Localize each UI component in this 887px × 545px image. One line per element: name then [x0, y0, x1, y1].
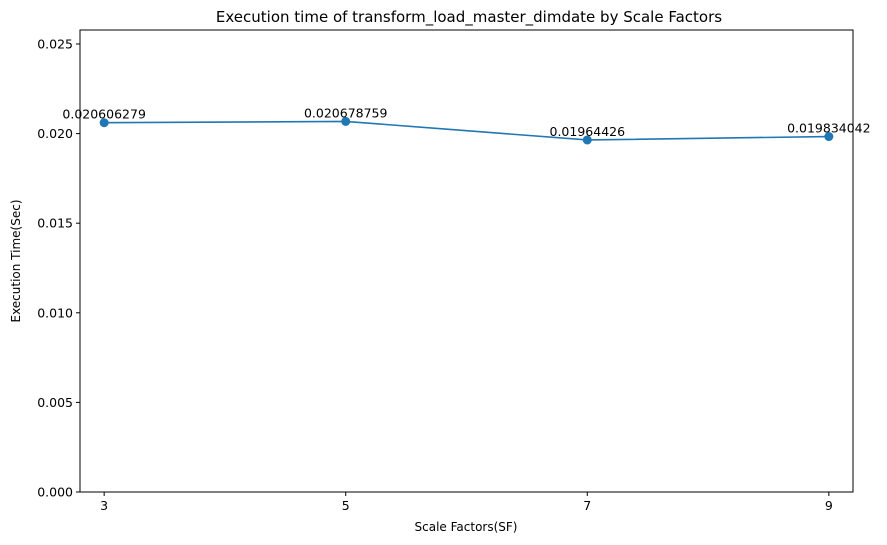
x-tick-label: 9: [825, 498, 833, 513]
y-tick-label: 0.015: [37, 216, 73, 231]
data-point: [341, 116, 351, 126]
plot-area-frame: [79, 29, 854, 493]
data-point-label: 0.019834042: [787, 121, 871, 136]
y-tick-label: 0.025: [37, 36, 73, 51]
data-labels: 0.020606279 0.020678759 0.01964426 0.019834…: [62, 105, 870, 139]
y-tick-label: 0.010: [37, 305, 73, 320]
data-point: [824, 132, 834, 142]
y-tick-label: 0.005: [37, 395, 73, 410]
data-point-label: 0.01964426: [550, 124, 626, 139]
chart-title: Execution time of transform_load_master_…: [216, 8, 722, 27]
x-tick-label: 5: [342, 498, 350, 513]
data-point: [582, 135, 592, 145]
data-point-label: 0.020678759: [304, 105, 388, 120]
x-axis: 3 5 7 9: [100, 492, 833, 513]
data-point-label: 0.020606279: [62, 107, 146, 122]
x-tick-label: 7: [583, 498, 591, 513]
x-tick-label: 3: [100, 498, 108, 513]
y-axis: 0.000 0.005 0.010 0.015 0.020 0.025: [37, 36, 80, 500]
y-tick-label: 0.020: [37, 126, 73, 141]
y-axis-label: Execution Time(Sec): [9, 199, 23, 322]
x-axis-label: Scale Factors(SF): [415, 520, 518, 534]
series-line: [104, 120, 829, 141]
y-tick-label: 0.000: [37, 485, 73, 500]
series-group: [99, 116, 834, 145]
data-point: [99, 118, 109, 128]
